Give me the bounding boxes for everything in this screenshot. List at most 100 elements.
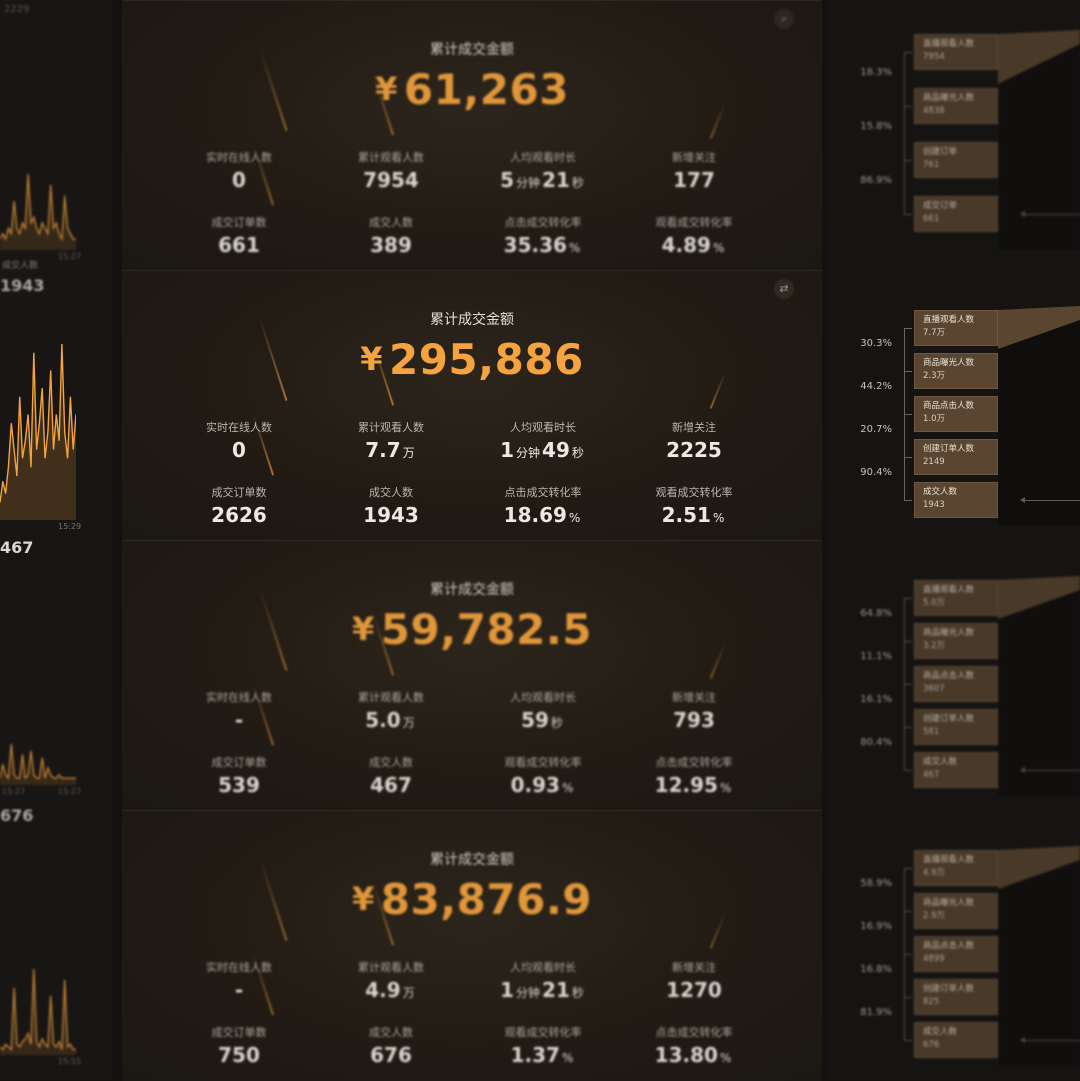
funnel-stage[interactable]: 直播观看人数 5.0万 [914, 580, 998, 616]
funnel-stage[interactable]: 直播观看人数 7.7万 [914, 310, 998, 346]
stat-item: 成交人数 676 [316, 1024, 466, 1067]
funnel-stage[interactable]: 直播观看人数 7954 [914, 34, 998, 70]
stat-number: 0.93 [510, 773, 560, 797]
trend-chart [0, 965, 78, 1055]
stat-unit: % [719, 1051, 732, 1065]
funnel-stage[interactable]: 商品点击人数 4899 [914, 936, 998, 972]
funnel-stage-label: 商品点击人数 [923, 401, 975, 411]
funnel-stage[interactable]: 商品曝光人数 4838 [914, 88, 998, 124]
stat-label: 新增关注 [672, 421, 716, 434]
stat-unit: 分钟 [516, 176, 541, 190]
funnel-stage[interactable]: 创建订单人数 2149 [914, 439, 998, 475]
stat-number: 0 [232, 168, 246, 192]
trend-line [0, 343, 76, 503]
funnel-stage[interactable]: 商品曝光人数 3.2万 [914, 623, 998, 659]
funnel-stage[interactable]: 直播观看人数 4.9万 [914, 850, 998, 886]
funnel-panel: 直播观看人数 7.7万 商品曝光人数 2.3万 商品点击人数 1.0万 创建订单人数 2149… [830, 270, 1080, 538]
stat-number: 7.7 [365, 438, 401, 462]
stat-value: 12.95% [619, 773, 769, 797]
funnel-stage[interactable]: 商品曝光人数 2.3万 [914, 353, 998, 389]
trend-line-chart [0, 173, 76, 250]
funnel-stage[interactable]: 成交订单 661 [914, 196, 998, 232]
trend-end-time: 15:27 [58, 252, 82, 261]
stat-label: 成交人数 [369, 216, 413, 229]
stat-unit: 秒 [571, 176, 584, 190]
funnel-conversion-rate: 81.9% [860, 1006, 892, 1018]
stat-item: 点击成交转化率 13.80% [619, 1024, 769, 1067]
stat-value: 389 [316, 233, 466, 257]
funnel-connector [904, 214, 912, 215]
stat-number: 389 [370, 233, 412, 257]
stat-item: 观看成交转化率 2.51% [619, 484, 769, 527]
funnel-connector [904, 770, 912, 771]
funnel-stage[interactable]: 创建订单人数 581 [914, 709, 998, 745]
funnel-stage[interactable]: 创建订单人数 825 [914, 979, 998, 1015]
funnel-stage[interactable]: 成交人数 1943 [914, 482, 998, 518]
stat-number: 5 [500, 168, 515, 192]
stat-number: 18.69 [503, 503, 567, 527]
funnel-stage[interactable]: 商品点击人数 1.0万 [914, 396, 998, 432]
settings-icon[interactable]: ⇄ [774, 279, 794, 299]
funnel-panel: 直播观看人数 4.9万 商品曝光人数 2.9万 商品点击人数 4899 创建订单人数 825 成… [830, 810, 1080, 1080]
funnel-stage[interactable]: 商品点击人数 3607 [914, 666, 998, 702]
stat-label: 点击成交转化率 [504, 486, 582, 499]
funnel-stage-label: 直播观看人数 [923, 855, 975, 865]
stat-item: 观看成交转化率 1.37% [468, 1024, 618, 1067]
stat-number: 49 [542, 438, 570, 462]
summary-content: 累计成交金额 ¥59,782.5 实时在线人数 - 累计观看人数 5.0 万 人均观看时长 59… [122, 541, 822, 809]
stat-value: 0 [164, 438, 314, 462]
stat-item: 新增关注 1270 [619, 959, 769, 1002]
stat-label: 人均观看时长 [510, 151, 576, 164]
stat-item: 新增关注 177 [619, 149, 769, 192]
stat-value: 793 [619, 708, 769, 732]
funnel-connector [904, 684, 912, 685]
stat-label: 成交订单数 [211, 1026, 267, 1039]
funnel-stage-label: 创建订单人数 [923, 984, 975, 994]
funnel-stage-label: 创建订单人数 [923, 714, 975, 724]
amount-value: 83,876.9 [380, 875, 593, 924]
stat-label: 累计观看人数 [358, 691, 424, 704]
stat-value: - [164, 708, 314, 732]
funnel-connector [904, 598, 912, 599]
stat-label: 成交人数 [369, 486, 413, 499]
trend-end-time: 15:27 [58, 787, 82, 796]
settings-icon[interactable]: ⌕ [774, 9, 794, 29]
funnel-stage-label: 商品曝光人数 [923, 93, 975, 103]
summary-content: 累计成交金额 ¥61,263 实时在线人数 0 累计观看人数 7954 人均观看时长 5 分钟 2… [122, 1, 822, 269]
funnel-conversion-rate: 20.7% [860, 423, 892, 435]
trend-area [0, 744, 76, 785]
funnel-stage[interactable]: 商品曝光人数 2.9万 [914, 893, 998, 929]
funnel-body [998, 310, 1080, 525]
funnel-stage-value: 7.7万 [923, 328, 946, 338]
funnel-column: 直播观看人数 7954 商品曝光人数 4838 创建订单 761 成交订单 661 18.3% 1… [830, 0, 1080, 1080]
trend-line [0, 968, 76, 1052]
amount-value: 61,263 [403, 65, 569, 114]
funnel-conversion-rate: 16.8% [860, 963, 892, 975]
funnel-connector-line [904, 52, 905, 214]
stat-label: 累计观看人数 [358, 961, 424, 974]
funnel-stage-label: 创建订单人数 [923, 444, 975, 454]
funnel-stage-label: 商品曝光人数 [923, 358, 975, 368]
stat-number: 2626 [211, 503, 267, 527]
funnel-stage[interactable]: 创建订单 761 [914, 142, 998, 178]
funnel-stage[interactable]: 成交人数 467 [914, 752, 998, 788]
funnel-stage-label: 商品曝光人数 [923, 628, 975, 638]
funnel-stage[interactable]: 成交人数 676 [914, 1022, 998, 1058]
funnel-top-band [998, 306, 1080, 349]
stat-label: 观看成交转化率 [655, 486, 733, 499]
stat-unit: % [568, 241, 581, 255]
stat-number: 1 [500, 438, 515, 462]
trend-area [0, 344, 76, 520]
funnel-stage-label: 商品点击人数 [923, 671, 975, 681]
stat-item: 实时在线人数 - [164, 959, 314, 1002]
funnel-conversion-rate: 16.1% [860, 693, 892, 705]
stat-item: 成交订单数 661 [164, 214, 314, 257]
stat-item: 成交人数 1943 [316, 484, 466, 527]
stat-label: 观看成交转化率 [504, 756, 582, 769]
stat-label: 实时在线人数 [206, 421, 272, 434]
stat-value: 4.9 万 [316, 978, 466, 1002]
funnel-stage-value: 7954 [923, 52, 945, 62]
stat-unit: 秒 [550, 716, 563, 730]
stat-number: 59 [521, 708, 549, 732]
